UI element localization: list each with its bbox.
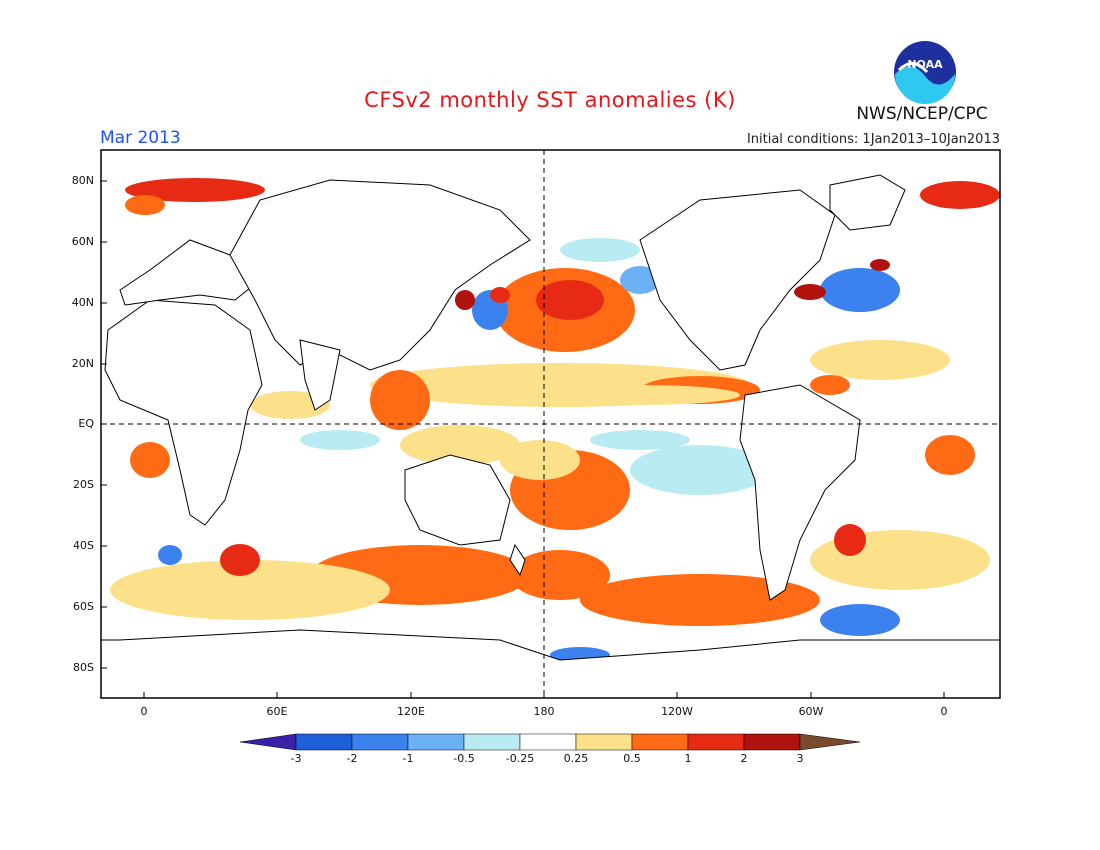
colorbar-label: 0.25 <box>563 752 589 765</box>
month-label: Mar 2013 <box>100 128 181 148</box>
colorbar-bin <box>631 733 689 751</box>
colorbar-bin <box>743 733 801 751</box>
colorbar-bin <box>463 733 521 751</box>
chart-title: CFSv2 monthly SST anomalies (K) <box>364 88 736 112</box>
colorbar-label: -0.25 <box>505 752 535 765</box>
lat-label: 20S <box>73 478 94 491</box>
noaa-logo: NOAA <box>893 40 957 104</box>
initial-conditions-label: Initial conditions: 1Jan2013–10Jan2013 <box>746 132 1000 147</box>
colorbar-bin <box>407 733 465 751</box>
colorbar-label: -3 <box>290 752 302 765</box>
lat-label: 80N <box>71 174 94 187</box>
axis-ticks <box>101 180 945 698</box>
organization-label: NWS/NCEP/CPC <box>856 104 988 124</box>
lat-label: 60N <box>71 235 94 248</box>
colorbar-label: 0.5 <box>623 752 641 765</box>
lon-label: 60W <box>798 705 824 718</box>
lon-label: 180 <box>533 705 555 718</box>
lon-label: 60E <box>266 705 288 718</box>
colorbar-right-arrow <box>799 733 861 751</box>
noaa-logo-text: NOAA <box>907 58 943 71</box>
lat-label: 40S <box>73 539 94 552</box>
colorbar-label: -1 <box>402 752 414 765</box>
lat-label: 60S <box>73 600 94 613</box>
colorbar-bin <box>295 733 353 751</box>
lat-label: EQ <box>78 417 94 430</box>
lat-label: 20N <box>71 357 94 370</box>
lon-label: 0 <box>140 705 148 718</box>
lon-label: 0 <box>940 705 948 718</box>
colorbar-label: 1 <box>684 752 692 765</box>
colorbar-bin <box>519 733 577 751</box>
colorbar <box>239 733 861 751</box>
colorbar-left-arrow <box>239 733 297 751</box>
anomaly-field <box>110 178 1000 663</box>
colorbar-label: -0.5 <box>453 752 475 765</box>
colorbar-label: 2 <box>740 752 748 765</box>
colorbar-bin <box>351 733 409 751</box>
lon-label: 120E <box>397 705 425 718</box>
colorbar-bin <box>575 733 633 751</box>
colorbar-label: -2 <box>346 752 358 765</box>
lat-label: 40N <box>71 296 94 309</box>
colorbar-bin <box>687 733 745 751</box>
land-outlines <box>100 174 1001 699</box>
lon-label: 120W <box>661 705 693 718</box>
lat-label: 80S <box>73 661 94 674</box>
colorbar-label: 3 <box>796 752 804 765</box>
